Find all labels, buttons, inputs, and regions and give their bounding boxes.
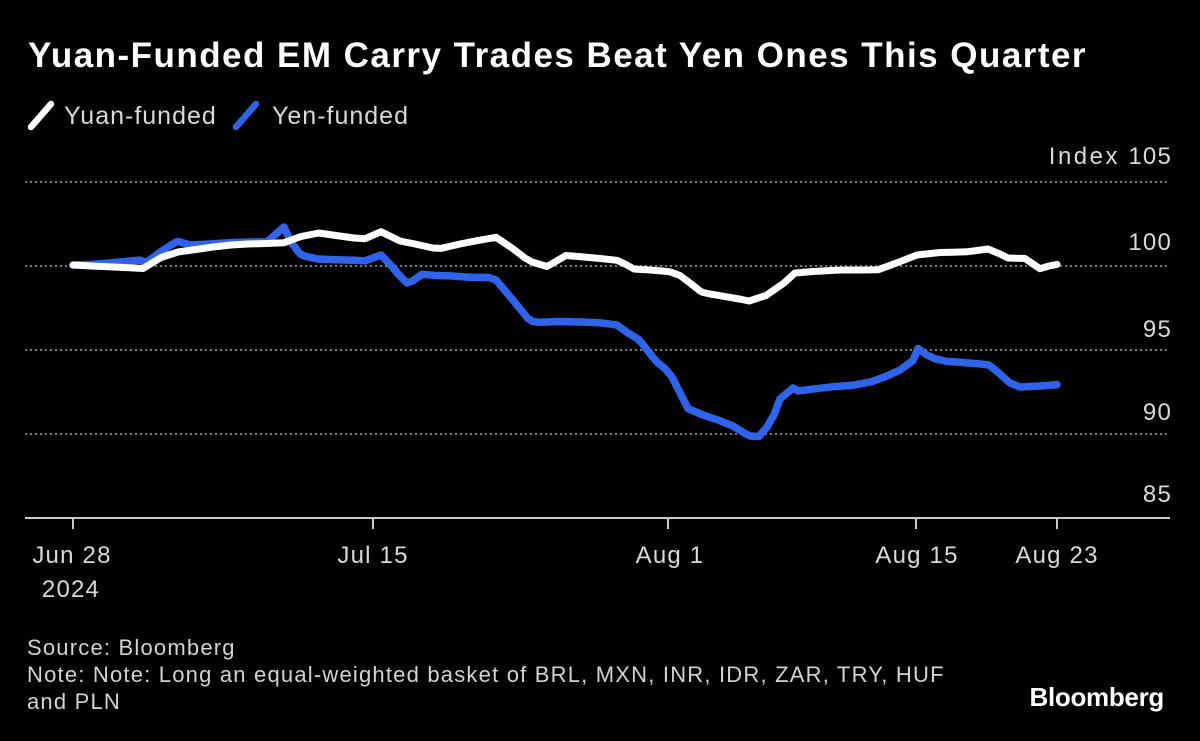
svg-text:Source: Bloomberg: Source: Bloomberg bbox=[27, 635, 236, 660]
svg-text:Aug 1: Aug 1 bbox=[636, 542, 705, 569]
svg-text:105: 105 bbox=[1128, 143, 1172, 170]
svg-text:2024: 2024 bbox=[42, 576, 100, 603]
svg-text:100: 100 bbox=[1128, 229, 1172, 256]
svg-text:Jun 28: Jun 28 bbox=[32, 542, 111, 569]
svg-text:Aug 15: Aug 15 bbox=[875, 542, 958, 569]
svg-text:Yen-funded: Yen-funded bbox=[272, 102, 409, 130]
svg-text:and PLN: and PLN bbox=[27, 689, 121, 714]
svg-text:Aug 23: Aug 23 bbox=[1015, 542, 1098, 569]
svg-text:85: 85 bbox=[1143, 481, 1172, 508]
svg-text:Index: Index bbox=[1049, 143, 1120, 170]
svg-text:Yuan-funded: Yuan-funded bbox=[64, 102, 217, 130]
svg-text:Jul 15: Jul 15 bbox=[337, 542, 408, 569]
svg-text:Yuan-Funded EM Carry Trades Be: Yuan-Funded EM Carry Trades Beat Yen One… bbox=[28, 36, 1087, 75]
svg-text:90: 90 bbox=[1143, 399, 1172, 426]
svg-text:Bloomberg: Bloomberg bbox=[1029, 682, 1164, 712]
svg-text:95: 95 bbox=[1143, 316, 1172, 343]
svg-text:Note: Note: Long an equal-weig: Note: Note: Long an equal-weighted baske… bbox=[27, 662, 945, 687]
